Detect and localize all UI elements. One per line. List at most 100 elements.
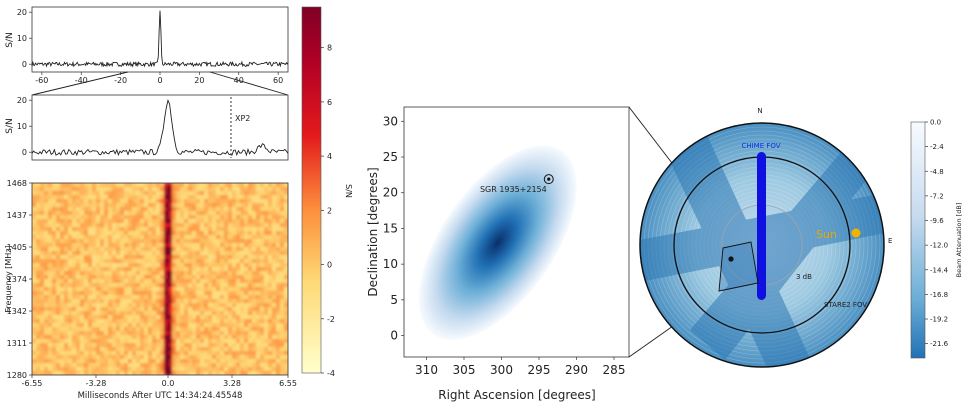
spectrum-cell (232, 339, 237, 344)
spectrum-cell (228, 299, 233, 304)
spectrum-cell (88, 263, 93, 268)
spectrum-cell (140, 303, 145, 308)
spectrum-cell (240, 243, 245, 248)
spectrum-cell (236, 295, 241, 300)
spectrum-cell (236, 183, 241, 188)
spectrum-cell (76, 219, 81, 224)
spectrum-cell (212, 343, 217, 348)
spectrum-cell (120, 335, 125, 340)
spectrum-cell (44, 211, 49, 216)
spectrum-cell (120, 255, 125, 260)
spectrum-cell (204, 235, 209, 240)
spectrum-cell (76, 351, 81, 356)
spectrum-cell (156, 323, 161, 328)
spectrum-cell (52, 227, 57, 232)
spectrum-cell (92, 319, 97, 324)
spectrum-cell (212, 355, 217, 360)
spectrum-cell (68, 331, 73, 336)
top-xtick-label: 0 (157, 76, 162, 85)
spectrum-cell (32, 343, 37, 348)
spectrum-cell (144, 203, 149, 208)
spectrum-cell (184, 323, 189, 328)
spectrum-cell (244, 219, 249, 224)
spectrum-cell (272, 191, 277, 196)
spectrum-cell (176, 235, 181, 240)
spectrum-cell (172, 367, 177, 372)
spectrum-cell (216, 263, 221, 268)
spectrum-cell (128, 355, 133, 360)
spectrum-cell (284, 339, 288, 344)
spectrum-cell (48, 267, 53, 272)
spectrum-cell (164, 267, 169, 272)
spectrum-cell (212, 287, 217, 292)
spectrum-cell (236, 243, 241, 248)
spectrum-cell (184, 343, 189, 348)
spectrum-cell (132, 339, 137, 344)
spectrum-cell (120, 227, 125, 232)
spectrum-cell (176, 355, 181, 360)
spectrum-cell (200, 339, 205, 344)
spectrum-cell (92, 211, 97, 216)
spectrum-cell (268, 323, 273, 328)
spectrum-cell (216, 199, 221, 204)
spectrum-cell (212, 247, 217, 252)
spectrum-cell (192, 295, 197, 300)
spectrum-cell (36, 311, 41, 316)
spectrum-cell (124, 267, 129, 272)
spectrum-cell (220, 343, 225, 348)
spectrum-cell (252, 279, 257, 284)
spectrum-cell (112, 187, 117, 192)
spectrum-cell (200, 223, 205, 228)
spectrum-cell (204, 203, 209, 208)
spectrum-cell (64, 287, 69, 292)
spectrum-cell (272, 315, 277, 320)
spectrum-cell (96, 371, 101, 375)
spectrum-cell (272, 331, 277, 336)
spectrum-cell (196, 215, 201, 220)
spectrum-cell (148, 215, 153, 220)
spectrum-cell (68, 223, 73, 228)
spectrum-cell (140, 291, 145, 296)
spectrum-cell (264, 223, 269, 228)
spectrum-cell (228, 295, 233, 300)
spectrum-cell (56, 303, 61, 308)
spectrum-cell (200, 219, 205, 224)
spectrum-cell (52, 359, 57, 364)
spectrum-cell (228, 283, 233, 288)
spectrum-cell (216, 343, 221, 348)
spectrum-cell (240, 267, 245, 272)
spectrum-cell (72, 199, 77, 204)
spectrum-cell (180, 311, 185, 316)
spectrum-cell (100, 271, 105, 276)
spectrum-cell (232, 199, 237, 204)
spectrum-cell (180, 235, 185, 240)
spectrum-cell (244, 323, 249, 328)
spectrum-cell (40, 275, 45, 280)
spectrum-cell (232, 299, 237, 304)
spectrum-cell (236, 199, 241, 204)
spectrum-cell (92, 203, 97, 208)
spectrum-cell (164, 227, 169, 232)
spectrum-cell (92, 279, 97, 284)
spectrum-cell (192, 239, 197, 244)
spectrum-cell (264, 215, 269, 220)
spectrum-cell (192, 191, 197, 196)
spectrum-cell (132, 331, 137, 336)
spectrum-cell (176, 263, 181, 268)
spectrum-cell (276, 363, 281, 368)
spectrum-cell (84, 319, 89, 324)
spectrum-cell (176, 283, 181, 288)
spectrum-cell (212, 371, 217, 375)
spectrum-cell (84, 199, 89, 204)
spectrum-cell (216, 219, 221, 224)
spectrum-cell (204, 299, 209, 304)
spectrum-cell (228, 363, 233, 368)
spectrum-cell (164, 191, 169, 196)
spectrum-cell (160, 203, 165, 208)
spectrum-cell (212, 219, 217, 224)
spectrum-cell (148, 243, 153, 248)
spectrum-cell (112, 283, 117, 288)
spectrum-cell (104, 343, 109, 348)
spectrum-cell (136, 191, 141, 196)
spectrum-cell (184, 303, 189, 308)
